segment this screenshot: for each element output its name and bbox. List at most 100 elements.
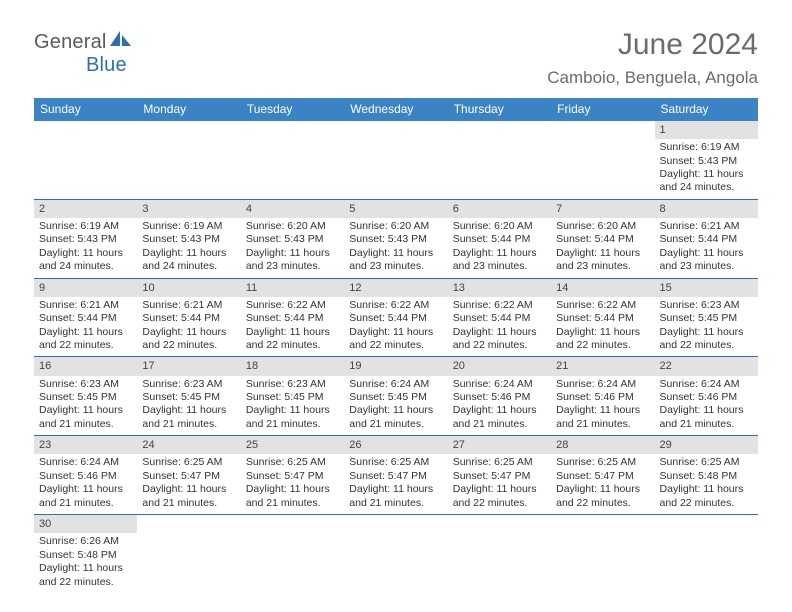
day-details: Sunrise: 6:23 AMSunset: 5:45 PMDaylight:… [655, 297, 758, 357]
day-details: Sunrise: 6:24 AMSunset: 5:46 PMDaylight:… [448, 376, 551, 436]
day-number: 14 [551, 279, 654, 297]
detail-line: Sunrise: 6:20 AM [349, 220, 442, 233]
day-cell: 7Sunrise: 6:20 AMSunset: 5:44 PMDaylight… [551, 200, 654, 278]
day-cell: 6Sunrise: 6:20 AMSunset: 5:44 PMDaylight… [448, 200, 551, 278]
detail-line: Sunrise: 6:25 AM [246, 456, 339, 469]
detail-line: Sunrise: 6:25 AM [660, 456, 753, 469]
detail-line: Daylight: 11 hours [349, 247, 442, 260]
detail-line: Sunrise: 6:21 AM [142, 299, 235, 312]
detail-line: Daylight: 11 hours [660, 483, 753, 496]
day-number: 28 [551, 436, 654, 454]
week-row: 9Sunrise: 6:21 AMSunset: 5:44 PMDaylight… [34, 279, 758, 358]
detail-line: Sunrise: 6:25 AM [349, 456, 442, 469]
detail-line: Sunset: 5:46 PM [39, 470, 132, 483]
detail-line: Daylight: 11 hours [142, 483, 235, 496]
day-cell: 2Sunrise: 6:19 AMSunset: 5:43 PMDaylight… [34, 200, 137, 278]
detail-line: Daylight: 11 hours [556, 326, 649, 339]
day-cell: 18Sunrise: 6:23 AMSunset: 5:45 PMDayligh… [241, 357, 344, 435]
day-cell [448, 515, 551, 593]
detail-line: Sunset: 5:45 PM [39, 391, 132, 404]
detail-line: Sunset: 5:47 PM [246, 470, 339, 483]
logo-blue: Blue [86, 54, 127, 76]
day-number: 2 [34, 200, 137, 218]
day-number: 16 [34, 357, 137, 375]
detail-line: Sunset: 5:45 PM [349, 391, 442, 404]
sail-icon [109, 30, 133, 53]
detail-line: and 22 minutes. [349, 339, 442, 352]
day-details: Sunrise: 6:22 AMSunset: 5:44 PMDaylight:… [551, 297, 654, 357]
day-number: 8 [655, 200, 758, 218]
detail-line: Sunset: 5:43 PM [660, 155, 753, 168]
day-cell: 19Sunrise: 6:24 AMSunset: 5:45 PMDayligh… [344, 357, 447, 435]
detail-line: and 21 minutes. [246, 497, 339, 510]
day-header: Sunday [34, 98, 137, 121]
detail-line: and 22 minutes. [556, 497, 649, 510]
day-details: Sunrise: 6:21 AMSunset: 5:44 PMDaylight:… [137, 297, 240, 357]
detail-line: and 22 minutes. [246, 339, 339, 352]
day-details: Sunrise: 6:19 AMSunset: 5:43 PMDaylight:… [655, 139, 758, 199]
day-cell: 10Sunrise: 6:21 AMSunset: 5:44 PMDayligh… [137, 279, 240, 357]
detail-line: Sunset: 5:43 PM [39, 233, 132, 246]
detail-line: Sunrise: 6:22 AM [349, 299, 442, 312]
day-number: 11 [241, 279, 344, 297]
day-number: 23 [34, 436, 137, 454]
day-details: Sunrise: 6:23 AMSunset: 5:45 PMDaylight:… [34, 376, 137, 436]
day-cell: 25 Sunrise: 6:25 AMSunset: 5:47 PMDayligh… [241, 436, 344, 514]
day-number: 17 [137, 357, 240, 375]
detail-line: Daylight: 11 hours [246, 247, 339, 260]
detail-line: and 21 minutes. [453, 418, 546, 431]
day-cell: 21Sunrise: 6:24 AMSunset: 5:46 PMDayligh… [551, 357, 654, 435]
day-details: Sunrise: 6:25 AMSunset: 5:48 PMDaylight:… [655, 454, 758, 514]
day-cell: 30Sunrise: 6:26 AMSunset: 5:48 PMDayligh… [34, 515, 137, 593]
detail-line: and 23 minutes. [453, 260, 546, 273]
day-number: 7 [551, 200, 654, 218]
day-cell: 23Sunrise: 6:24 AMSunset: 5:46 PMDayligh… [34, 436, 137, 514]
detail-line: Daylight: 11 hours [660, 404, 753, 417]
detail-line: Daylight: 11 hours [453, 247, 546, 260]
detail-line: Sunrise: 6:24 AM [556, 378, 649, 391]
detail-line: Sunrise: 6:20 AM [556, 220, 649, 233]
day-details: Sunrise: 6:22 AMSunset: 5:44 PMDaylight:… [448, 297, 551, 357]
detail-line: and 23 minutes. [556, 260, 649, 273]
detail-line: and 22 minutes. [39, 339, 132, 352]
day-details: Sunrise: 6:24 AMSunset: 5:45 PMDaylight:… [344, 376, 447, 436]
detail-line: Sunset: 5:48 PM [39, 549, 132, 562]
detail-line: Sunset: 5:44 PM [556, 312, 649, 325]
detail-line: and 21 minutes. [142, 497, 235, 510]
day-header-row: SundayMondayTuesdayWednesdayThursdayFrid… [34, 98, 758, 121]
week-row: 23Sunrise: 6:24 AMSunset: 5:46 PMDayligh… [34, 436, 758, 515]
day-details: Sunrise: 6:20 AMSunset: 5:43 PMDaylight:… [241, 218, 344, 278]
day-cell [551, 515, 654, 593]
logo-text-wrap: General Blue [34, 28, 133, 77]
detail-line: Daylight: 11 hours [246, 404, 339, 417]
day-number: 24 [137, 436, 240, 454]
day-cell: 15Sunrise: 6:23 AMSunset: 5:45 PMDayligh… [655, 279, 758, 357]
detail-line: Daylight: 11 hours [556, 404, 649, 417]
detail-line: Sunset: 5:47 PM [142, 470, 235, 483]
day-details: Sunrise: 6:21 AMSunset: 5:44 PMDaylight:… [34, 297, 137, 357]
calendar: SundayMondayTuesdayWednesdayThursdayFrid… [34, 98, 758, 593]
detail-line: Sunset: 5:44 PM [246, 312, 339, 325]
day-cell [655, 515, 758, 593]
day-header: Wednesday [344, 98, 447, 121]
day-cell: 4Sunrise: 6:20 AMSunset: 5:43 PMDaylight… [241, 200, 344, 278]
detail-line: Sunset: 5:46 PM [453, 391, 546, 404]
day-details: Sunrise: 6:20 AMSunset: 5:44 PMDaylight:… [551, 218, 654, 278]
day-cell [241, 121, 344, 199]
day-details: Sunrise: 6:25 AMSunset: 5:47 PMDaylight:… [137, 454, 240, 514]
detail-line: Sunrise: 6:23 AM [39, 378, 132, 391]
detail-line: Sunset: 5:44 PM [556, 233, 649, 246]
detail-line: Sunset: 5:44 PM [453, 233, 546, 246]
day-number: 25 [241, 436, 344, 454]
day-number: 18 [241, 357, 344, 375]
detail-line: and 23 minutes. [660, 260, 753, 273]
detail-line: Daylight: 11 hours [246, 483, 339, 496]
day-number: 20 [448, 357, 551, 375]
day-cell [137, 121, 240, 199]
detail-line: Daylight: 11 hours [142, 404, 235, 417]
day-details: Sunrise: 6:24 AMSunset: 5:46 PMDaylight:… [655, 376, 758, 436]
detail-line: and 23 minutes. [246, 260, 339, 273]
detail-line: Sunrise: 6:19 AM [660, 141, 753, 154]
day-number: 3 [137, 200, 240, 218]
detail-line: and 22 minutes. [556, 339, 649, 352]
